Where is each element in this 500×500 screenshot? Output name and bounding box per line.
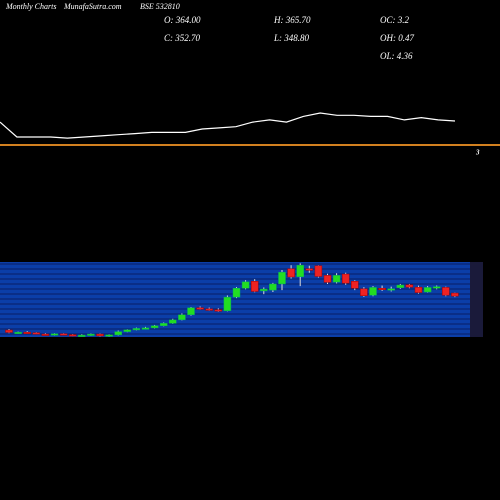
candle-body [214, 309, 223, 312]
candle-body [150, 325, 159, 329]
candle-body [451, 292, 459, 297]
candle-body [278, 271, 286, 285]
candle-body [351, 281, 359, 289]
candle-body [78, 334, 86, 337]
candle-body [32, 332, 41, 335]
candle-body [314, 265, 323, 277]
low-stat: L: 348.80 [273, 33, 310, 43]
high-stat: H: 365.70 [273, 15, 311, 25]
candle-body [360, 288, 368, 296]
candle-body [159, 323, 168, 327]
candle-body [405, 284, 414, 288]
candle-body [287, 268, 295, 278]
candle-body [296, 264, 304, 277]
candle-body [68, 334, 77, 337]
candle-body [341, 273, 350, 284]
candle-body [196, 307, 204, 310]
candle-body [250, 281, 259, 292]
candle-body [50, 333, 59, 336]
candle-body [332, 275, 341, 283]
candle-body [223, 296, 232, 312]
candle-body [105, 334, 113, 337]
candle-body [114, 331, 122, 336]
candle-body [432, 286, 441, 289]
oh-stat: OH: 0.47 [380, 33, 414, 43]
candle-body [187, 307, 195, 316]
candle-body [241, 281, 250, 289]
close-stat: C: 352.70 [164, 33, 201, 43]
candle-body [442, 287, 450, 296]
price-line [0, 112, 456, 139]
candle-body [5, 329, 13, 333]
candle-body [423, 287, 432, 293]
candle-body [387, 288, 395, 291]
candle-body [232, 288, 241, 298]
candle-body [414, 286, 423, 293]
candle-body [205, 308, 213, 311]
candle-body [305, 268, 314, 271]
candle-body [123, 329, 132, 332]
candle-body [169, 319, 177, 324]
candle-body [396, 284, 405, 288]
candle-body [260, 288, 268, 292]
candle-body [369, 287, 377, 296]
oc-stat: OC: 3.2 [380, 15, 409, 25]
candle-body [96, 333, 104, 337]
chart-label: Monthly Charts [5, 2, 56, 11]
open-stat: O: 364.00 [164, 15, 201, 25]
candle-body [41, 333, 50, 336]
candle-body [323, 275, 332, 283]
candle-body [14, 331, 22, 334]
candle-body [269, 283, 277, 291]
site-name: MunafaSutra.com [63, 2, 122, 11]
candle-body [59, 333, 68, 336]
marker: 3 [475, 149, 480, 157]
candle-body [132, 328, 141, 331]
ol-stat: OL: 4.36 [380, 51, 413, 61]
axis-strip [470, 262, 483, 337]
candle-body [141, 327, 150, 330]
candle-body [87, 333, 95, 336]
symbol: BSE 532810 [140, 2, 180, 11]
candle-body [23, 331, 31, 334]
candle-body [178, 314, 186, 321]
candle-body [378, 288, 386, 290]
